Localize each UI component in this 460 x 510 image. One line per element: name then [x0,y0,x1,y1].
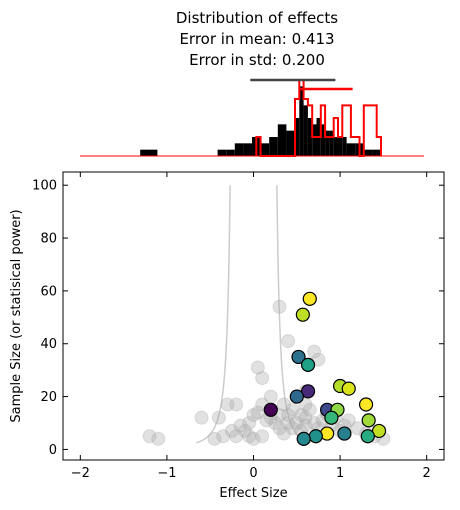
histogram-bar-all [325,130,330,156]
published-point [300,384,316,399]
published-point [295,307,310,322]
published-point [263,402,278,417]
unpublished-point [268,416,283,431]
y-tick-label: 100 [32,179,57,194]
unpublished-point [220,397,235,412]
y-tick-label: 0 [49,443,57,458]
histogram-bar-all [140,149,158,156]
unpublished-point [281,416,296,431]
published-point [302,291,317,306]
unpublished-point [237,423,252,438]
unpublished-point [350,421,365,436]
published-point [300,357,316,372]
histogram-bar-all [303,105,308,156]
funnel-curve-left [196,185,231,444]
unpublished-point [298,410,313,425]
unpublished-point [151,431,166,446]
unpublished-point [276,397,291,412]
unpublished-point [224,423,239,438]
x-axis-label: Effect Size [219,486,287,501]
effect-histogram [80,78,424,157]
unpublished-point [255,371,270,386]
published-point [324,410,339,425]
histogram-bar-all [329,130,334,156]
histogram-bar-all [320,124,326,156]
histogram-bar-all [260,143,270,156]
histogram-bar-all [307,118,313,156]
histogram-bar-all [234,143,244,156]
y-tick-label: 60 [40,284,57,299]
unpublished-point [263,389,278,404]
unpublished-point [294,408,309,423]
histogram-bar-all [286,130,295,156]
unpublished-point [233,418,248,433]
histogram-bar-all [312,124,317,156]
unpublished-point [276,426,291,441]
x-tick-label: 0 [249,466,257,481]
unpublished-point [281,334,296,349]
unpublished-point [246,431,261,446]
unpublished-point [194,410,209,425]
published-point [341,381,356,396]
unpublished-point [281,408,296,423]
histogram-published-outline [255,79,382,157]
unpublished-point [229,397,244,412]
unpublished-point [211,410,226,425]
chart-title-line-2: Error in mean: 0.413 [179,30,335,48]
histogram-bar-all [226,149,235,156]
published-point [371,423,387,439]
histogram-bar-all [217,149,227,156]
unpublished-point [142,429,157,444]
unpublished-point [285,421,300,436]
histogram-bar-all [277,124,287,156]
unpublished-point [302,402,317,417]
unpublished-point [298,397,313,412]
histogram-bar-all [372,149,381,156]
histogram-bar-all [295,118,300,156]
published-point [361,413,376,428]
unpublished-point [242,416,257,431]
chart-title-line-1: Distribution of effects [175,9,339,27]
histogram-bar-all [338,137,343,156]
unpublished-point [285,402,300,417]
unpublished-point [341,413,356,428]
published-point [291,349,306,365]
y-tick-label: 80 [40,232,57,247]
x-tick-label: 2 [423,466,431,481]
histogram-bar-all [342,137,347,156]
y-axis-label: Sample Size (or statisical power) [9,209,24,422]
unpublished-point [229,429,244,444]
unpublished-point [255,429,270,444]
published-point [289,389,304,404]
unpublished-point [289,416,304,431]
published-point [296,431,311,446]
histogram-bar-all [363,149,373,156]
unpublished-point [272,421,287,436]
histogram-bar-all [333,137,338,156]
y-tick-label: 40 [40,337,57,352]
histogram-bar-all [346,143,356,156]
published-point [360,429,375,444]
unpublished-point [216,429,231,444]
x-tick-label: −1 [157,466,176,481]
unpublished-point [307,344,322,359]
x-tick-label: −2 [71,466,90,481]
unpublished-point [207,431,222,446]
unpublished-point [250,360,265,375]
published-point [337,426,352,441]
published-point [358,397,374,412]
published-point [308,429,323,444]
histogram-bar-all [243,143,252,156]
unpublished-point [272,299,287,314]
histogram-bar-all [269,137,278,156]
unpublished-point [246,408,261,423]
x-tick-label: 1 [336,466,344,481]
histogram-bar-all [299,86,304,156]
chart-title-line-3: Error in std: 0.200 [189,51,325,69]
y-tick-label: 20 [40,390,57,405]
unpublished-point [242,429,257,444]
